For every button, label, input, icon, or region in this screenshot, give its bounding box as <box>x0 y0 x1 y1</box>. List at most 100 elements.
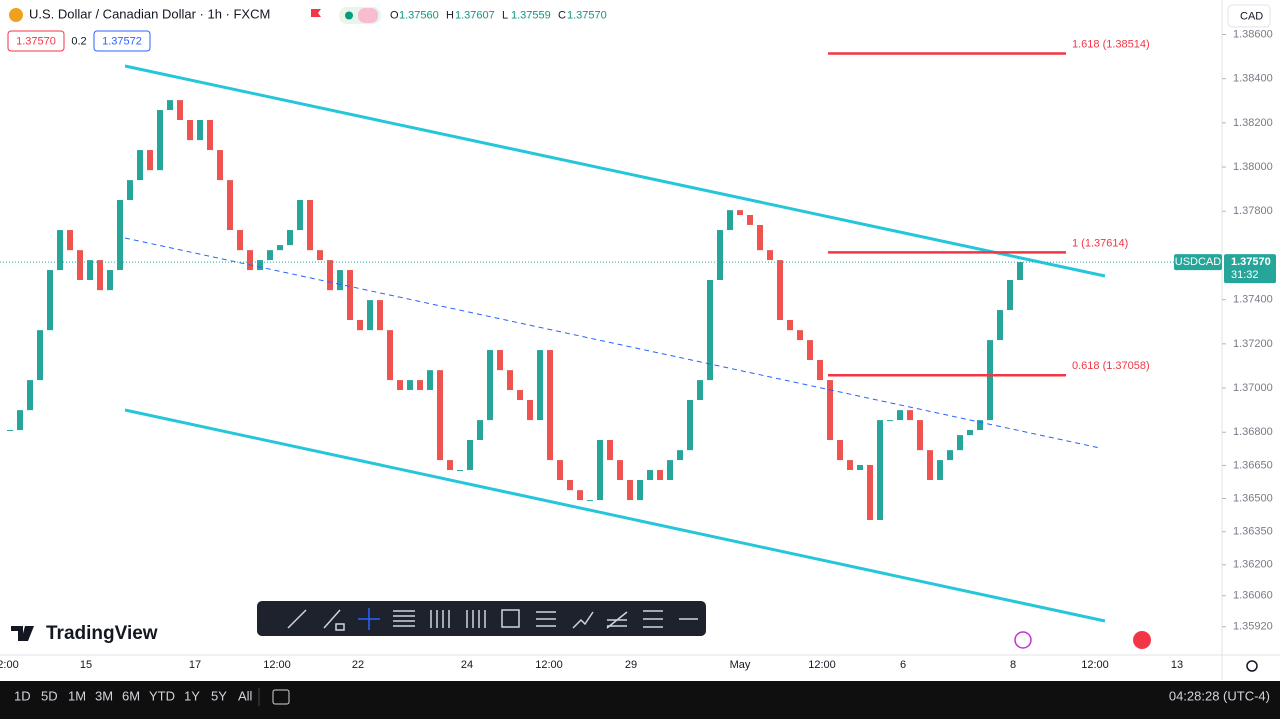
candle <box>947 450 953 461</box>
candle <box>287 230 293 246</box>
candle <box>227 180 233 231</box>
range-button[interactable]: 6M <box>122 688 140 703</box>
tool-pitch[interactable] <box>466 610 486 628</box>
candle <box>7 430 13 432</box>
candle <box>517 390 523 400</box>
tool-levels[interactable] <box>643 610 663 628</box>
range-buttons: 1D 5D 1M 3M 6M YTD 1Y 5Y All <box>14 688 253 703</box>
candle <box>647 470 653 480</box>
alert-icon[interactable] <box>1014 631 1032 649</box>
candle <box>677 450 683 461</box>
candle <box>247 250 253 271</box>
candle <box>457 470 463 472</box>
candle <box>917 420 923 451</box>
candle <box>67 230 73 251</box>
candles <box>7 100 1023 520</box>
flag-icon[interactable] <box>311 9 321 17</box>
candle <box>197 119 203 141</box>
candle <box>317 250 323 261</box>
candle <box>537 350 543 421</box>
candle <box>427 370 433 391</box>
symbol-tag <box>1174 254 1222 271</box>
candle <box>77 250 83 280</box>
range-button[interactable]: 1M <box>68 688 86 703</box>
y-tick-label: 1.36200 <box>1233 559 1273 571</box>
x-tick-label: 12:00 <box>1081 659 1109 671</box>
candle <box>257 260 263 271</box>
tool-gann[interactable] <box>430 610 450 628</box>
candle <box>847 460 853 471</box>
candle <box>377 300 383 331</box>
candle <box>267 250 273 261</box>
candle <box>487 350 493 421</box>
x-tick-label: 12:00 <box>263 659 291 671</box>
range-button[interactable]: All <box>238 688 253 703</box>
settings-icon[interactable] <box>1246 660 1258 672</box>
range-button[interactable]: YTD <box>149 688 175 703</box>
y-tick-label: 1.37400 <box>1233 294 1273 306</box>
candle <box>417 380 423 391</box>
candle <box>277 245 283 251</box>
channel-upper[interactable] <box>124 64 1106 278</box>
symbol-tag-text: USDCAD <box>1175 256 1222 268</box>
tool-fib[interactable] <box>393 610 415 627</box>
candle <box>987 340 993 421</box>
candle <box>877 420 883 520</box>
candle <box>867 464 873 520</box>
candle <box>977 420 983 431</box>
candle <box>897 410 903 421</box>
range-button[interactable]: 5D <box>41 688 58 703</box>
candle <box>177 100 183 120</box>
y-tick-label: 1.37000 <box>1233 382 1273 394</box>
sell-button[interactable] <box>7 30 65 52</box>
candle <box>777 260 783 320</box>
tool-ray[interactable] <box>323 609 345 631</box>
candle <box>107 270 113 291</box>
candle <box>827 380 833 440</box>
date-range-icon[interactable] <box>272 689 290 705</box>
tool-channel[interactable] <box>536 611 556 627</box>
candle <box>157 110 163 171</box>
tool-path[interactable] <box>572 611 594 629</box>
channel-mid[interactable] <box>124 237 1101 449</box>
candle <box>707 279 713 381</box>
candle <box>557 460 563 480</box>
candle <box>567 479 573 491</box>
candle <box>587 500 593 502</box>
y-tick-label: 1.38200 <box>1233 117 1273 129</box>
fib-levels: 1.618 (1.38514) 1 (1.37614) 0.618 (1.37058… <box>828 38 1150 377</box>
event-icon[interactable] <box>1133 631 1151 649</box>
bottom-bar <box>0 681 1280 719</box>
range-button[interactable]: 1Y <box>184 688 200 703</box>
candle <box>87 260 93 280</box>
ohlc-value: 1.37560 <box>399 9 439 21</box>
candle <box>637 479 643 501</box>
symbol-title[interactable]: U.S. Dollar / Canadian Dollar · 1h · FXC… <box>29 6 270 21</box>
channel-lower[interactable] <box>124 408 1106 623</box>
currency-button[interactable] <box>1227 4 1271 28</box>
candle <box>507 370 513 391</box>
candle <box>667 460 673 480</box>
tool-crosshair[interactable] <box>358 608 380 630</box>
candle <box>957 435 963 451</box>
clock[interactable]: 04:28:28 (UTC-4) <box>1169 688 1270 703</box>
tool-angle[interactable] <box>606 611 628 629</box>
candle <box>727 210 733 231</box>
y-tick-label: 1.37800 <box>1233 205 1273 217</box>
buy-button[interactable] <box>93 30 151 52</box>
plot-area <box>0 0 1222 655</box>
candle <box>607 439 613 461</box>
y-tick-label: 1.36350 <box>1233 526 1273 538</box>
x-tick-label: 17 <box>189 659 201 671</box>
range-button[interactable]: 1D <box>14 688 31 703</box>
tool-trendline[interactable] <box>287 609 307 629</box>
ohlc-value: 1.37607 <box>455 9 495 21</box>
range-button[interactable]: 5Y <box>211 688 227 703</box>
price-axis: 1.38600 1.38400 1.38200 1.38000 1.37800 1.374… <box>1222 28 1273 633</box>
range-button[interactable]: 3M <box>95 688 113 703</box>
candle <box>297 199 303 231</box>
candle <box>477 420 483 440</box>
brand-name[interactable]: TradingView <box>46 623 158 644</box>
tool-rect[interactable] <box>501 609 520 628</box>
